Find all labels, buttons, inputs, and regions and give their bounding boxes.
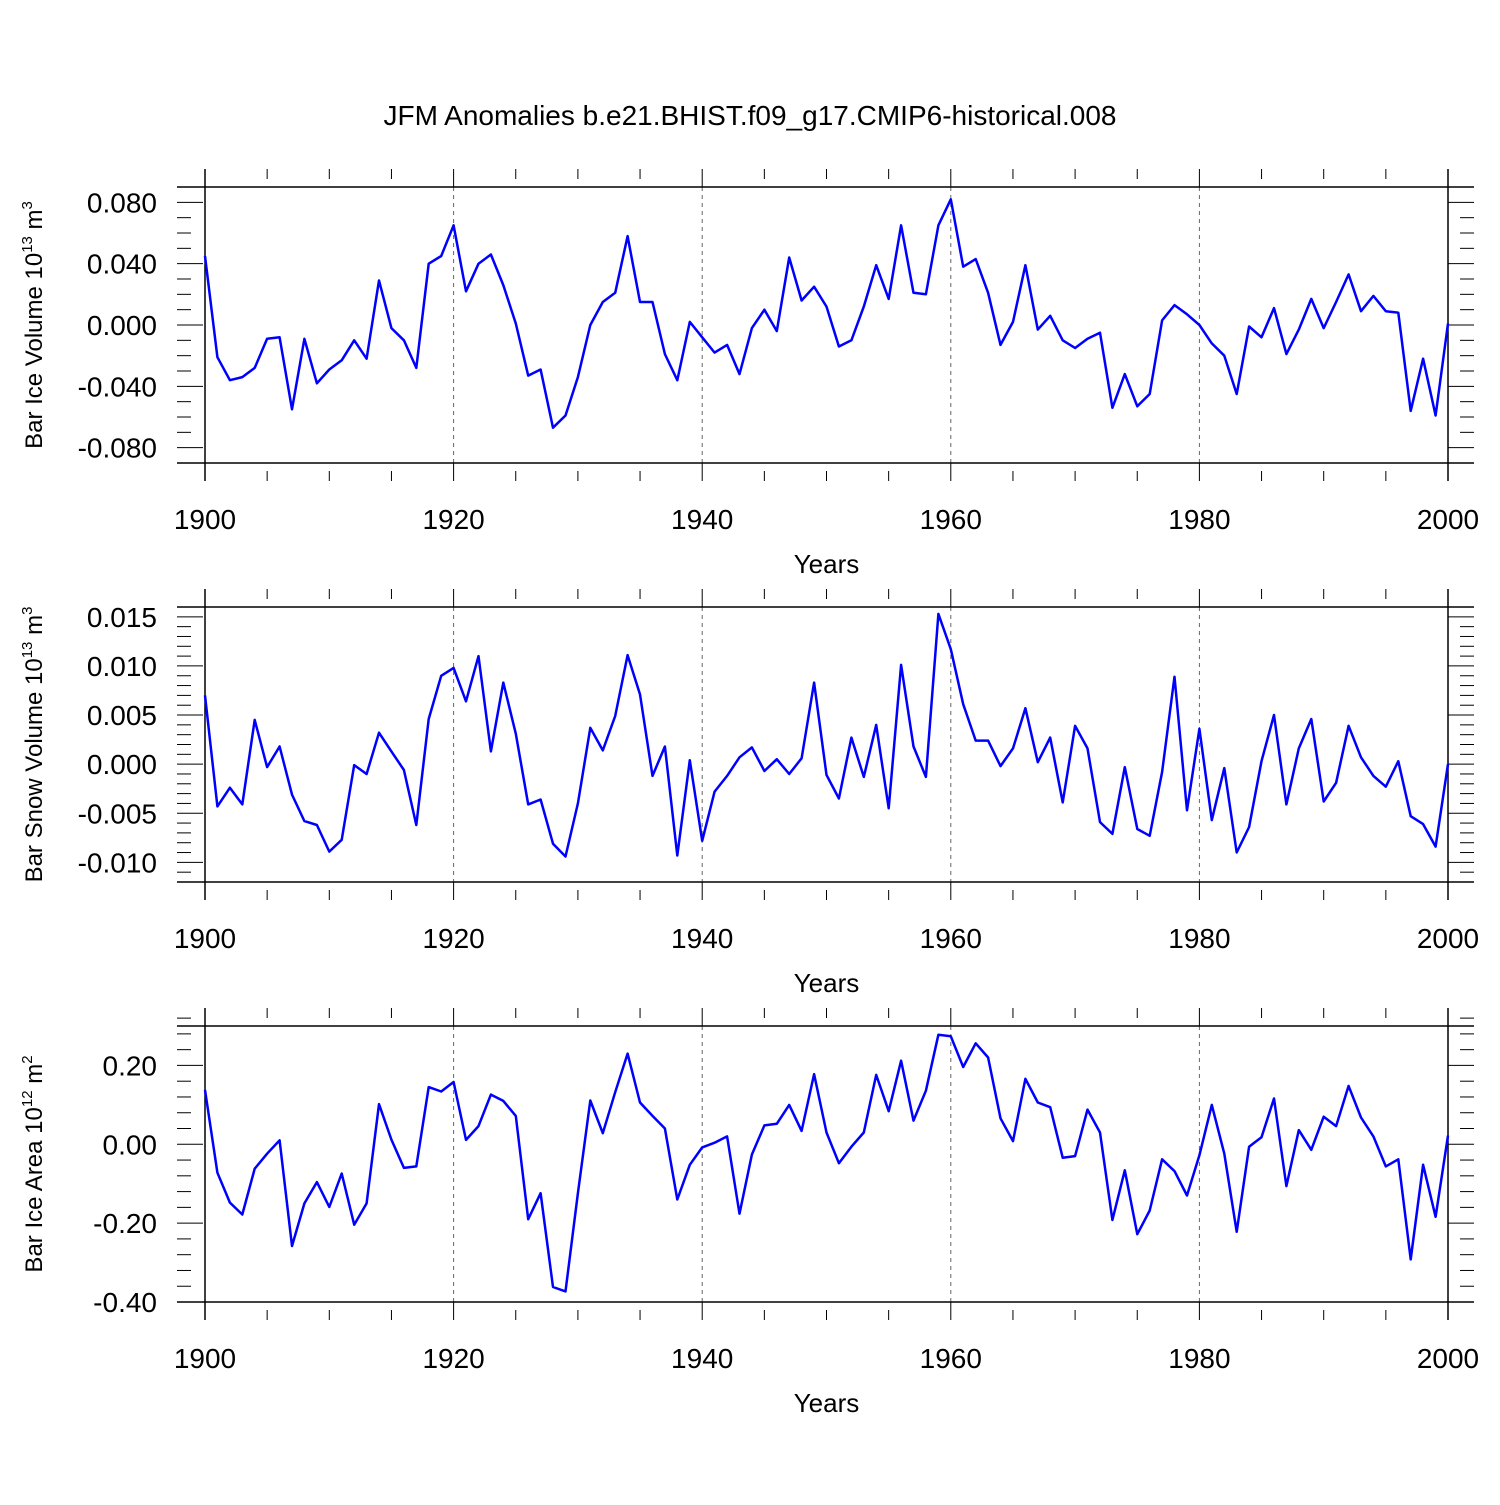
x-tick-label: 1900 xyxy=(174,923,236,954)
x-tick-label: 1940 xyxy=(671,504,733,535)
x-tick-label: 1980 xyxy=(1168,1343,1230,1374)
x-tick-label: 1940 xyxy=(671,923,733,954)
y-axis-title: Bar Ice Volume 1013 m3 xyxy=(19,201,48,449)
x-tick-label: 1960 xyxy=(920,504,982,535)
y-axis-title-unit-exponent: 3 xyxy=(19,607,36,615)
y-axis-title-unit: m xyxy=(21,615,48,642)
x-tick-label: 1920 xyxy=(422,1343,484,1374)
y-tick-label: -0.005 xyxy=(78,798,157,829)
y-axis-title: Bar Ice Area 1012 m2 xyxy=(19,1055,48,1272)
x-tick-label: 2000 xyxy=(1417,1343,1479,1374)
x-tick-label: 1920 xyxy=(422,923,484,954)
y-axis-title-unit: m xyxy=(21,209,48,236)
x-tick-label: 1960 xyxy=(920,923,982,954)
figure-title: JFM Anomalies b.e21.BHIST.f09_g17.CMIP6-… xyxy=(383,100,1116,131)
x-axis-title: Years xyxy=(794,1388,860,1418)
y-axis-title-unit-exponent: 3 xyxy=(19,201,36,209)
y-axis-title-text: Bar Snow Volume 10 xyxy=(21,658,48,882)
y-tick-label: 0.005 xyxy=(87,700,157,731)
y-tick-label: -0.20 xyxy=(93,1208,157,1239)
y-tick-label: -0.040 xyxy=(78,371,157,402)
y-axis-title: Bar Snow Volume 1013 m3 xyxy=(19,607,48,883)
y-axis-title-exponent: 12 xyxy=(19,1090,36,1107)
panel-2: -0.010 -0.005 0.000 0.005 0.010 0.015 1900 1920… xyxy=(19,589,1479,998)
x-axis-title: Years xyxy=(794,549,860,579)
y-axis-title-unit: m xyxy=(21,1064,48,1091)
y-tick-label: 0.015 xyxy=(87,602,157,633)
x-tick-label: 2000 xyxy=(1417,504,1479,535)
y-axis-title-exponent: 13 xyxy=(19,236,36,253)
y-tick-label: 0.000 xyxy=(87,310,157,341)
x-tick-label: 1980 xyxy=(1168,923,1230,954)
y-tick-label: 0.080 xyxy=(87,187,157,218)
x-tick-label: 2000 xyxy=(1417,923,1479,954)
y-tick-label: 0.010 xyxy=(87,651,157,682)
series-line xyxy=(203,612,1450,858)
x-tick-label: 1940 xyxy=(671,1343,733,1374)
y-tick-label: -0.080 xyxy=(78,433,157,464)
x-axis-title: Years xyxy=(794,968,860,998)
series-line xyxy=(203,1033,1450,1293)
y-axis-title-text: Bar Ice Volume 10 xyxy=(21,253,48,449)
series-line xyxy=(203,198,1450,429)
y-tick-label: -0.010 xyxy=(78,847,157,878)
y-tick-label: 0.040 xyxy=(87,249,157,280)
x-tick-label: 1920 xyxy=(422,504,484,535)
y-axis-title-text: Bar Ice Area 10 xyxy=(21,1107,48,1272)
y-tick-label: 0.000 xyxy=(87,749,157,780)
x-tick-label: 1980 xyxy=(1168,504,1230,535)
y-tick-label: 0.20 xyxy=(103,1050,158,1081)
x-tick-label: 1900 xyxy=(174,504,236,535)
y-axis-title-unit-exponent: 2 xyxy=(19,1055,36,1063)
panel-1: -0.080 -0.040 0.000 0.040 0.080 1900 1920 1940 1… xyxy=(19,169,1479,579)
y-tick-label: -0.40 xyxy=(93,1287,157,1318)
y-tick-label: 0.00 xyxy=(103,1129,158,1160)
x-tick-label: 1960 xyxy=(920,1343,982,1374)
panel-3: -0.40 -0.20 0.00 0.20 1900 1920 1940 1960 1980 20… xyxy=(19,1008,1479,1418)
x-tick-label: 1900 xyxy=(174,1343,236,1374)
y-axis-title-exponent: 13 xyxy=(19,642,36,659)
